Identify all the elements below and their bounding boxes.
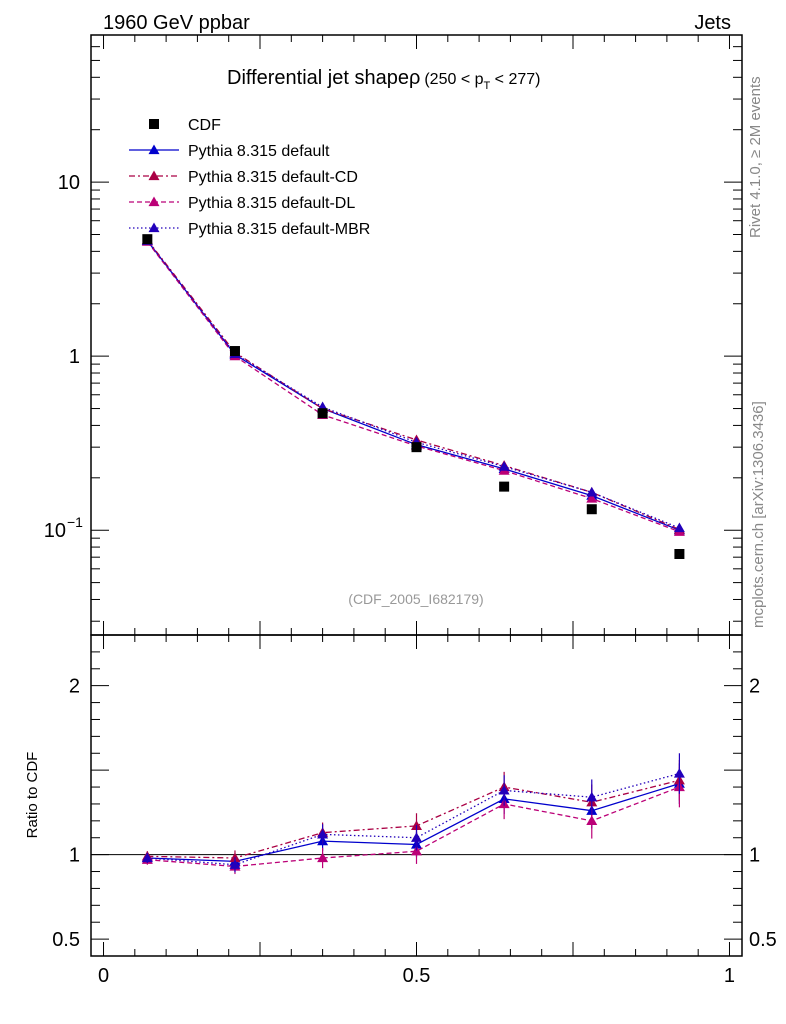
main-y-tick-label: 1 <box>69 346 80 368</box>
legend-label-default: Pythia 8.315 default <box>188 143 330 160</box>
legend-marker-dl <box>148 196 160 207</box>
chart-title-main: Differential jet shapeρ <box>227 67 420 89</box>
ratio-line-default <box>147 783 680 863</box>
ratio-marker-mbr <box>141 852 153 863</box>
ratio-y-tick-label: 2 <box>69 676 80 698</box>
legend-marker-mbr <box>148 222 160 233</box>
ratio-y-tick-label-right: 1 <box>749 845 760 867</box>
ratio-marker-mbr <box>586 791 598 802</box>
x-tick-label: 0 <box>98 965 109 987</box>
ratio-marker-dl <box>586 815 598 825</box>
chart-title: Differential jet shapeρ (250 < pT < 277) <box>227 67 541 92</box>
cdf-data-point <box>499 481 510 492</box>
legend-label-dl: Pythia 8.315 default-DL <box>188 195 355 212</box>
series-line-mbr <box>146 240 680 529</box>
series-marker-mbr <box>586 486 598 497</box>
axis-ticks <box>91 34 742 957</box>
ratio-marker-mbr <box>229 859 241 869</box>
legend-marker-cd <box>148 170 160 181</box>
legend-label-cd: Pythia 8.315 default-CD <box>188 169 358 186</box>
ratio-y-tick-label: 0.5 <box>52 929 80 951</box>
ratio-y-tick-label-right: 2 <box>749 676 760 698</box>
ratio-marker-mbr <box>411 832 422 842</box>
mcplots-source-label: mcplots.cern.ch [arXiv:1306.3436] <box>750 401 767 628</box>
cdf-data-point <box>229 346 240 357</box>
series-line-default <box>146 240 680 531</box>
rivet-version-label: Rivet 4.1.0, ≥ 2M events <box>747 76 764 238</box>
legend-label-cdf: CDF <box>188 117 221 134</box>
main-y-tick-label: 10 <box>44 520 66 542</box>
series-line-cd <box>146 239 680 531</box>
ratio-y-tick-label-right: 0.5 <box>749 929 777 951</box>
cdf-data-point <box>317 408 328 419</box>
chart-title-range: (250 < p <box>424 71 483 88</box>
ratio-marker-mbr <box>498 784 510 795</box>
ratio-marker-dl <box>317 852 329 863</box>
series-line-dl <box>146 241 680 533</box>
series-marker-mbr <box>498 461 510 471</box>
series-marker-mbr <box>673 522 685 533</box>
cdf-data-point <box>674 548 685 559</box>
ratio-marker-mbr <box>673 768 685 778</box>
header-energy-label: 1960 GeV ppbar <box>103 12 250 34</box>
series-marker-dl <box>586 493 598 503</box>
main-y-tick-exponent: −1 <box>67 514 83 530</box>
legend-marker-cdf <box>149 119 159 129</box>
chart-title-range-subscript: T <box>484 80 491 92</box>
ratio-y-tick-label: 1 <box>69 845 80 867</box>
x-tick-label: 0.5 <box>403 965 431 987</box>
ratio-series-layer <box>141 753 685 875</box>
legend: CDF Pythia 8.315 default Pythia 8.315 defa… <box>129 117 370 238</box>
header-process-label: Jets <box>694 12 731 34</box>
cdf-data-point <box>411 442 422 453</box>
legend-label-mbr: Pythia 8.315 default-MBR <box>188 221 370 238</box>
legend-marker-default <box>148 144 160 155</box>
chart-title-range-close: < 277) <box>490 71 540 88</box>
cdf-data-point <box>142 234 153 245</box>
cdf-data-point <box>586 504 597 515</box>
x-tick-label: 1 <box>724 965 735 987</box>
main-series-layer <box>141 234 685 559</box>
ratio-panel-frame <box>90 634 743 957</box>
ratio-y-axis-label: Ratio to CDF <box>24 752 41 839</box>
ratio-marker-mbr <box>317 828 329 839</box>
analysis-id-label: (CDF_2005_I682179) <box>348 591 483 607</box>
main-y-tick-label: 10 <box>58 172 80 194</box>
ratio-marker-dl <box>411 845 422 856</box>
